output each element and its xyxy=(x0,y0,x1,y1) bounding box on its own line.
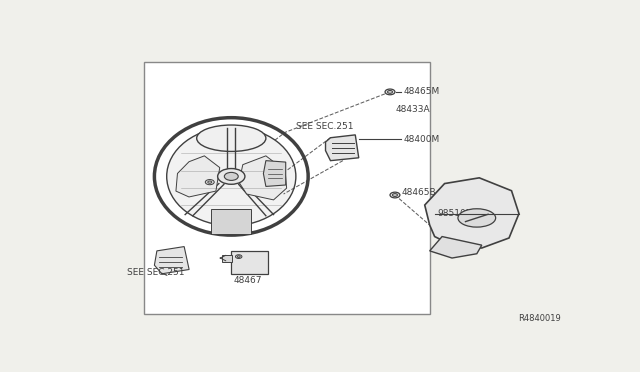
Polygon shape xyxy=(239,156,287,200)
Text: 48433A: 48433A xyxy=(396,105,431,115)
Ellipse shape xyxy=(388,90,392,93)
Polygon shape xyxy=(429,237,482,258)
Text: R4840019: R4840019 xyxy=(518,314,561,323)
Text: 98510M: 98510M xyxy=(437,209,474,218)
Ellipse shape xyxy=(236,255,242,259)
Text: 48467: 48467 xyxy=(234,276,262,285)
Text: SEE SEC.251: SEE SEC.251 xyxy=(127,268,184,277)
Ellipse shape xyxy=(390,192,400,198)
Ellipse shape xyxy=(225,172,238,180)
Ellipse shape xyxy=(458,209,495,227)
Text: 48465B: 48465B xyxy=(401,187,436,197)
Ellipse shape xyxy=(237,256,240,257)
Bar xyxy=(222,255,232,262)
Ellipse shape xyxy=(385,89,395,95)
Text: 48465M: 48465M xyxy=(404,87,440,96)
Bar xyxy=(211,209,251,234)
Polygon shape xyxy=(176,156,220,197)
Ellipse shape xyxy=(205,180,214,185)
Ellipse shape xyxy=(166,127,296,226)
Ellipse shape xyxy=(208,181,212,183)
Polygon shape xyxy=(154,247,189,274)
Ellipse shape xyxy=(218,169,245,184)
Ellipse shape xyxy=(392,193,397,196)
Polygon shape xyxy=(326,135,359,161)
Bar xyxy=(145,62,429,314)
Text: 48400M: 48400M xyxy=(404,135,440,144)
Polygon shape xyxy=(264,161,285,186)
Ellipse shape xyxy=(196,125,266,151)
Polygon shape xyxy=(425,178,519,248)
Text: SEE SEC.251: SEE SEC.251 xyxy=(296,122,353,131)
Bar xyxy=(231,251,269,274)
